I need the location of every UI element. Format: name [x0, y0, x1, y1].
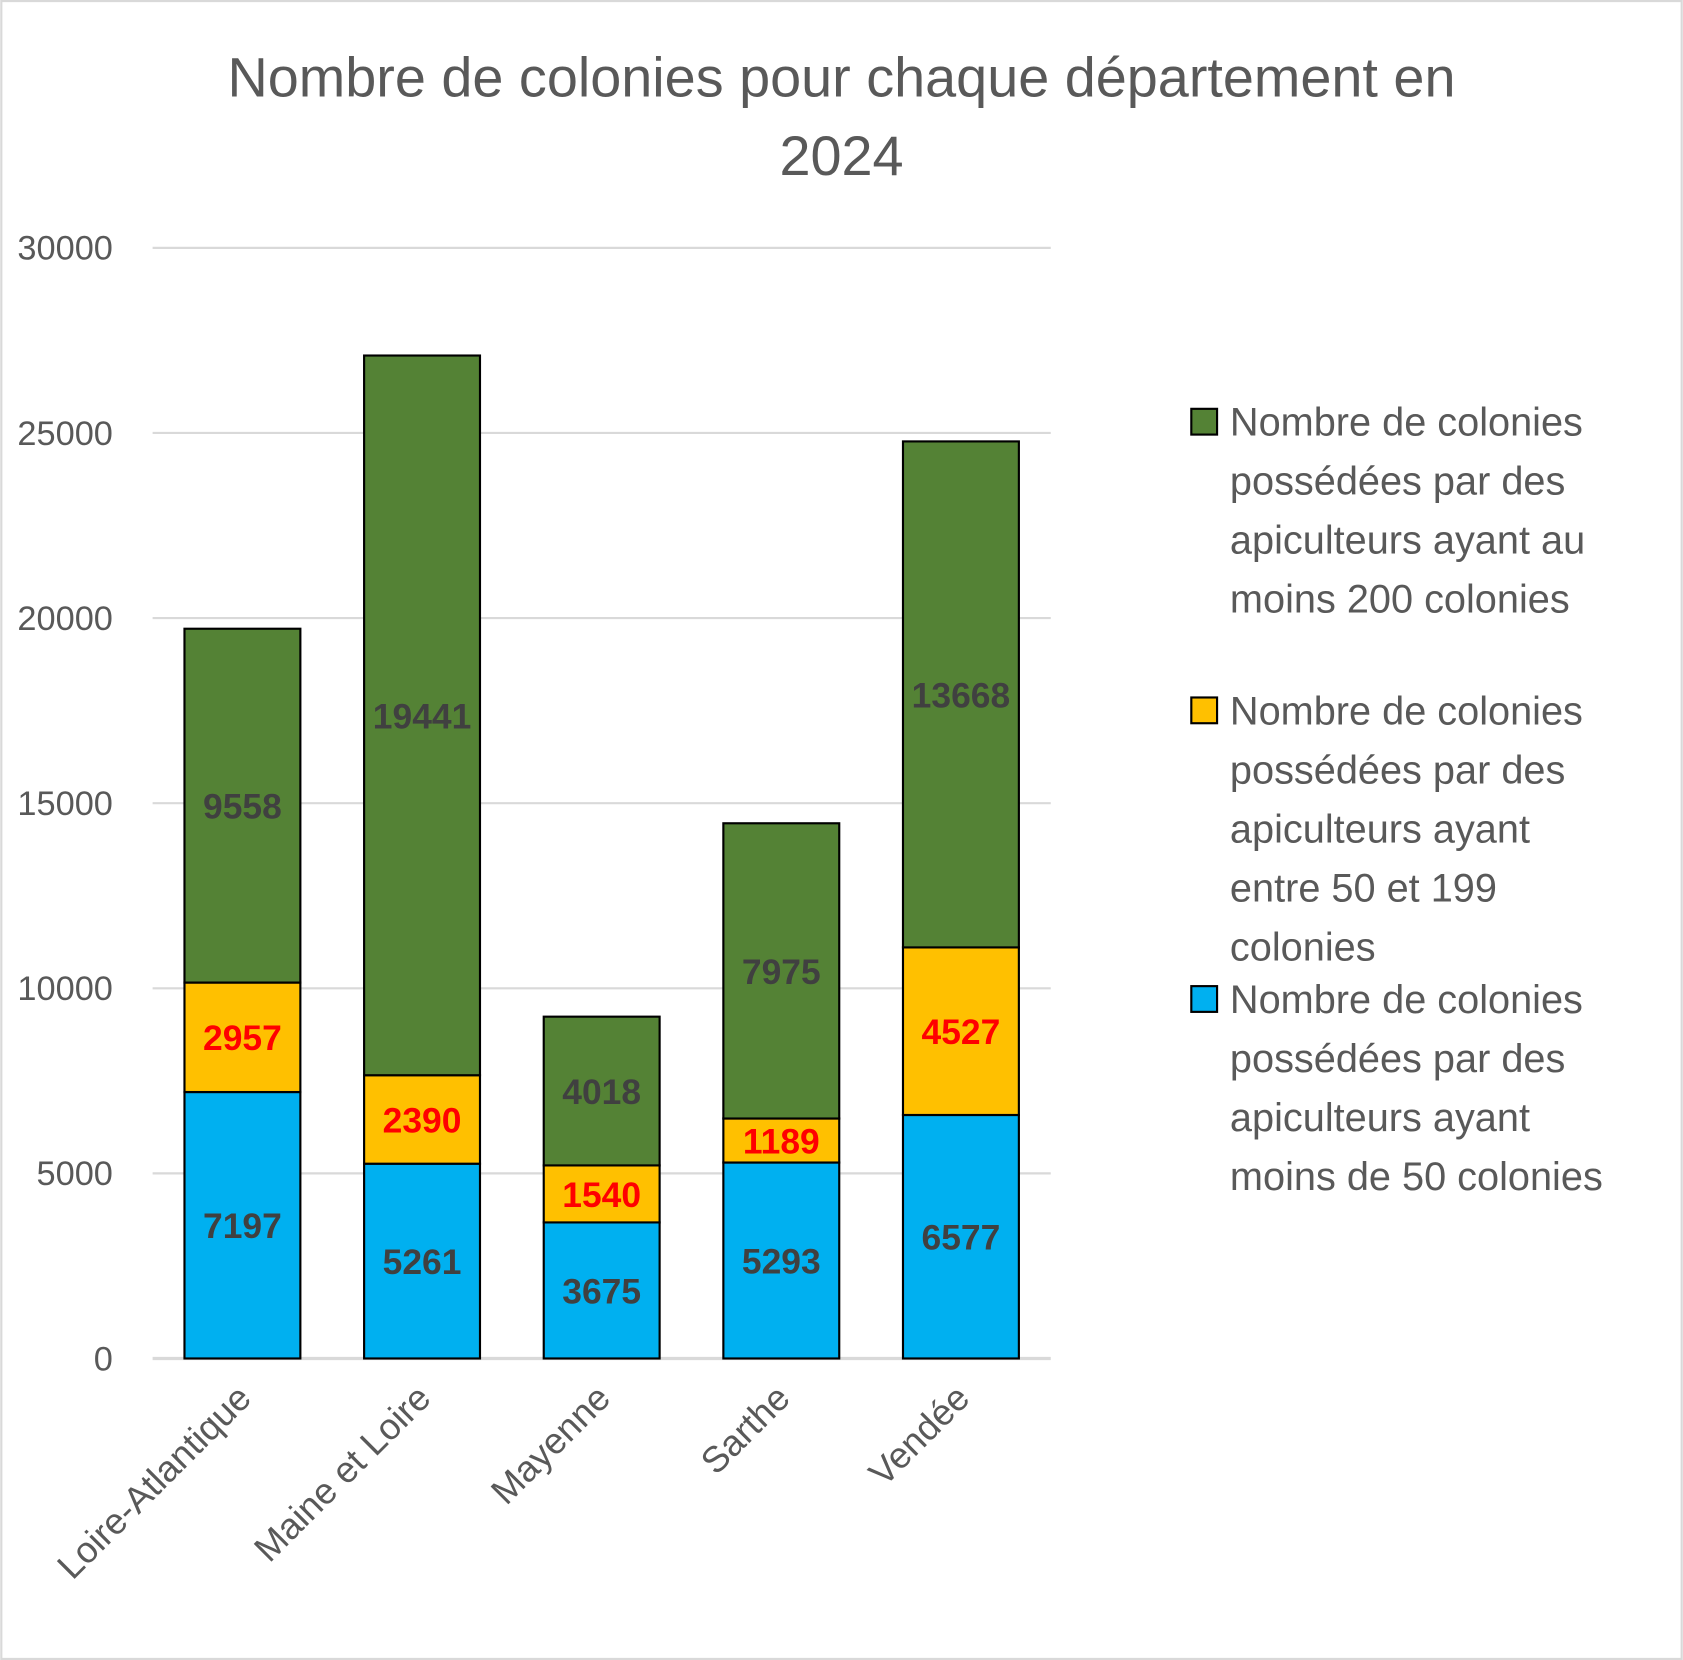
bar-segment: [901, 946, 1020, 1117]
bar-segment: [363, 1162, 482, 1360]
legend-swatch: [1190, 985, 1219, 1013]
legend-label: apiculteurs ayant: [1230, 1096, 1530, 1140]
data-label: 2957: [203, 1018, 282, 1058]
chart-title-line-1: Nombre de colonies pour chaque départeme…: [228, 46, 1456, 109]
y-tick-label: 15000: [17, 785, 112, 823]
data-label: 7975: [742, 952, 821, 992]
legend-label: colonies: [1230, 925, 1376, 969]
data-label: 3675: [562, 1271, 641, 1311]
data-label: 1189: [743, 1121, 820, 1161]
bar-segment: [363, 1074, 482, 1165]
bar-segment: [722, 1161, 841, 1360]
bar-segment: [901, 1113, 1020, 1360]
data-label: 9558: [203, 787, 282, 827]
chart-title-line-2: 2024: [779, 124, 903, 187]
data-label: 5261: [383, 1242, 462, 1282]
y-tick-label: 20000: [17, 600, 112, 638]
bar-segment: [722, 1117, 841, 1164]
data-label: 6577: [922, 1218, 1001, 1258]
data-label: 1540: [562, 1175, 641, 1215]
legend-label: Nombre de colonies: [1230, 978, 1583, 1022]
legend-item: Nombre de colonies possédées par des apicu…: [1190, 401, 1585, 622]
bar-segment: [183, 1090, 302, 1360]
data-label: 19441: [373, 696, 471, 736]
legend-label: possédées par des: [1230, 748, 1565, 792]
legend-label: Nombre de colonies: [1230, 689, 1583, 733]
bar-segment: [183, 981, 302, 1094]
bar-segment: [542, 1164, 661, 1224]
data-label: 4018: [562, 1072, 641, 1112]
legend-label: entre 50 et 199: [1230, 866, 1497, 910]
data-label: 5293: [742, 1241, 821, 1281]
bar-segment: [901, 440, 1020, 949]
legend-item: Nombre de colonies possédées par des apicu…: [1190, 978, 1603, 1199]
data-label: 7197: [203, 1206, 282, 1246]
y-tick-label: 30000: [17, 230, 112, 268]
y-tick-label: 10000: [17, 970, 112, 1008]
y-tick-label: 25000: [17, 415, 112, 453]
data-label: 13668: [912, 675, 1010, 715]
data-label: 2390: [383, 1100, 462, 1140]
legend-label: possédées par des: [1230, 1037, 1565, 1081]
legend-item: Nombre de colonies possédées par des apicu…: [1190, 689, 1583, 969]
legend-label: Nombre de colonies: [1230, 401, 1583, 445]
y-tick-label: 0: [94, 1340, 113, 1378]
legend-label: moins de 50 colonies: [1230, 1155, 1603, 1199]
bar-segment: [363, 354, 482, 1077]
legend-swatch: [1190, 696, 1219, 725]
y-tick-label: 5000: [37, 1155, 113, 1193]
legend-label: possédées par des: [1230, 460, 1565, 504]
legend-swatch: [1190, 407, 1219, 436]
legend-label: apiculteurs ayant au: [1230, 519, 1585, 563]
legend-label: moins 200 colonies: [1230, 578, 1570, 622]
data-label: 4527: [922, 1012, 1001, 1052]
bar-segment: [722, 822, 841, 1120]
bar-segment: [542, 1015, 661, 1167]
legend-label: apiculteurs ayant: [1230, 807, 1530, 851]
bar-segment: [183, 627, 302, 984]
